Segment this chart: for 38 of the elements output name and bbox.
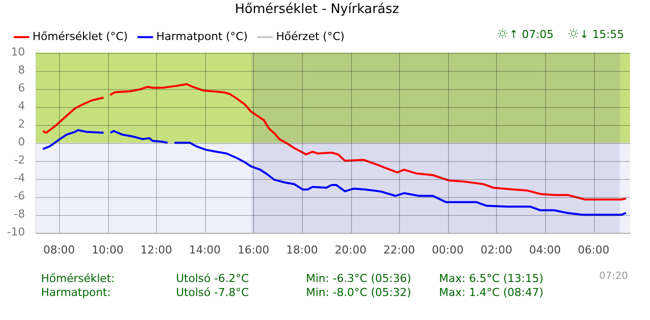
text: Max: 1.4°C (08:47) bbox=[439, 286, 544, 300]
x-tick-label: 12:00 bbox=[140, 243, 172, 256]
y-tick-label: 2 bbox=[18, 118, 25, 131]
y-tick-label: -4 bbox=[14, 172, 25, 185]
x-tick-label: 04:00 bbox=[529, 243, 561, 256]
y-tick-label: -6 bbox=[14, 190, 25, 203]
legend-label: Harmatpont (°C) bbox=[156, 30, 248, 43]
text: Hőmérséklet: bbox=[41, 272, 116, 286]
text: Utolsó -7.8°C bbox=[176, 286, 250, 300]
y-tick-label: 6 bbox=[18, 82, 25, 94]
x-tick-label: 22:00 bbox=[383, 243, 416, 256]
y-tick-label: -8 bbox=[14, 208, 25, 221]
text: Min: -8.0°C (05:32) bbox=[306, 286, 412, 300]
x-tick-label: 02:00 bbox=[480, 243, 512, 256]
x-tick-label: 16:00 bbox=[238, 243, 270, 256]
x-tick-label: 06:00 bbox=[578, 243, 610, 256]
text: 07:20 bbox=[599, 271, 628, 282]
y-tick-label: -2 bbox=[14, 154, 25, 167]
chart-title: Hőmérséklet - Nyírkarász bbox=[234, 2, 400, 18]
y-tick-label: 0 bbox=[18, 136, 25, 149]
x-tick-label: 18:00 bbox=[286, 243, 318, 256]
y-tick-label: 4 bbox=[18, 100, 25, 113]
x-tick-label: 14:00 bbox=[188, 243, 221, 256]
y-tick-label: 8 bbox=[18, 63, 25, 76]
x-tick-label: 00:00 bbox=[432, 243, 464, 256]
text: Harmatpont: bbox=[41, 286, 112, 300]
text: Min: -6.3°C (05:36) bbox=[306, 272, 412, 286]
y-tick-label: -10 bbox=[7, 226, 25, 239]
x-tick-label: 10:00 bbox=[92, 243, 124, 256]
text: ↑ 07:05 bbox=[508, 28, 554, 41]
x-tick-label: 08:00 bbox=[43, 243, 75, 256]
legend-label: Hőmérséklet (°C) bbox=[32, 30, 128, 43]
y-tick-label: 10 bbox=[10, 45, 25, 58]
legend-label: Hőérzet (°C) bbox=[276, 30, 345, 43]
text: Utolsó -6.2°C bbox=[176, 272, 250, 286]
text: Max: 6.5°C (13:15) bbox=[439, 272, 544, 286]
x-tick-label: 20:00 bbox=[334, 243, 366, 256]
text: ↓ 15:55 bbox=[578, 28, 624, 41]
